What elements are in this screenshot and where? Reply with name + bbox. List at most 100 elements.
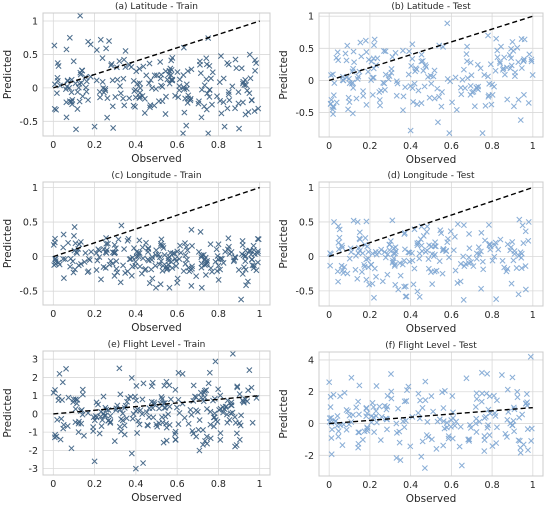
data-point bbox=[395, 286, 402, 293]
data-point bbox=[142, 266, 149, 272]
data-point bbox=[333, 99, 340, 106]
data-point bbox=[386, 247, 393, 254]
data-point bbox=[164, 264, 171, 271]
data-point bbox=[132, 407, 139, 414]
data-point bbox=[79, 93, 86, 100]
data-point bbox=[492, 239, 499, 246]
data-point bbox=[351, 59, 358, 66]
data-point bbox=[441, 387, 448, 394]
plot-frame bbox=[318, 181, 544, 307]
data-point bbox=[523, 391, 530, 397]
data-point bbox=[390, 257, 396, 264]
data-point bbox=[423, 63, 430, 70]
data-point bbox=[335, 433, 342, 440]
data-point bbox=[60, 231, 67, 238]
data-point bbox=[189, 263, 196, 270]
data-point bbox=[436, 93, 443, 100]
y-tick-label: 0 bbox=[308, 419, 314, 430]
data-point bbox=[236, 391, 243, 398]
data-point bbox=[416, 293, 423, 300]
data-point bbox=[464, 75, 471, 82]
data-point bbox=[341, 389, 348, 396]
data-point bbox=[203, 433, 210, 440]
data-point bbox=[423, 228, 430, 235]
data-point bbox=[486, 242, 493, 249]
data-point bbox=[473, 415, 480, 422]
data-point bbox=[335, 246, 342, 253]
data-point bbox=[390, 250, 397, 257]
data-point bbox=[253, 267, 260, 274]
data-point bbox=[97, 94, 104, 101]
data-point bbox=[91, 123, 98, 130]
data-point bbox=[93, 267, 100, 274]
data-point bbox=[518, 265, 525, 272]
data-point bbox=[151, 399, 158, 406]
data-point bbox=[141, 95, 148, 102]
panel-b: 0 0.2 0.4 0.6 0.8 1 -0.5 0 0.5 1 (b) Latitude - Te… bbox=[278, 2, 544, 166]
data-point bbox=[392, 250, 399, 257]
data-point bbox=[82, 84, 89, 91]
data-point bbox=[485, 32, 491, 39]
data-point bbox=[117, 90, 124, 97]
data-point bbox=[98, 423, 105, 430]
data-point bbox=[363, 256, 370, 263]
data-point bbox=[499, 66, 506, 73]
data-point bbox=[426, 94, 433, 101]
data-point bbox=[406, 48, 413, 55]
data-point bbox=[108, 61, 115, 68]
data-point bbox=[181, 109, 188, 116]
data-point bbox=[118, 416, 125, 423]
data-point bbox=[187, 95, 194, 102]
data-point bbox=[104, 114, 111, 121]
data-point bbox=[403, 397, 410, 404]
data-point bbox=[327, 404, 334, 411]
data-point bbox=[371, 42, 377, 49]
data-point bbox=[176, 409, 183, 416]
data-point bbox=[360, 88, 367, 95]
data-point bbox=[132, 86, 139, 93]
data-point bbox=[166, 284, 173, 291]
data-point bbox=[419, 58, 426, 64]
data-point bbox=[202, 271, 209, 278]
data-point bbox=[79, 411, 86, 418]
data-point bbox=[245, 387, 252, 394]
data-point bbox=[388, 370, 394, 377]
data-point bbox=[447, 423, 454, 430]
data-point bbox=[139, 411, 146, 418]
data-point bbox=[77, 12, 84, 19]
data-point bbox=[359, 250, 366, 257]
data-point bbox=[160, 245, 167, 252]
data-point bbox=[252, 67, 259, 74]
data-point bbox=[457, 260, 464, 267]
data-point bbox=[207, 435, 214, 442]
data-point bbox=[379, 278, 386, 285]
data-point bbox=[147, 77, 154, 84]
data-point bbox=[504, 386, 511, 393]
data-point bbox=[365, 68, 372, 75]
data-point bbox=[103, 45, 110, 52]
data-point bbox=[146, 414, 152, 421]
data-point bbox=[60, 255, 67, 262]
y-axis-label: Predicted bbox=[2, 388, 14, 437]
data-point bbox=[328, 435, 335, 442]
y-tick-label: 0.5 bbox=[23, 50, 38, 61]
data-point bbox=[63, 83, 70, 90]
data-point bbox=[53, 106, 60, 113]
data-point bbox=[172, 436, 179, 443]
data-point bbox=[511, 428, 518, 435]
y-axis-label: Predicted bbox=[278, 389, 290, 438]
data-point bbox=[217, 255, 224, 262]
data-point bbox=[327, 393, 334, 400]
data-point bbox=[393, 420, 400, 427]
data-point bbox=[56, 370, 63, 377]
y-tick-label: 0 bbox=[32, 252, 38, 263]
data-point bbox=[169, 76, 176, 83]
data-point bbox=[501, 71, 508, 78]
data-point bbox=[242, 258, 249, 265]
data-point bbox=[327, 262, 334, 269]
data-point bbox=[487, 410, 494, 417]
data-point bbox=[146, 405, 153, 412]
x-tick-label: 1 bbox=[530, 310, 536, 321]
data-point bbox=[444, 235, 451, 242]
data-point bbox=[93, 47, 100, 53]
